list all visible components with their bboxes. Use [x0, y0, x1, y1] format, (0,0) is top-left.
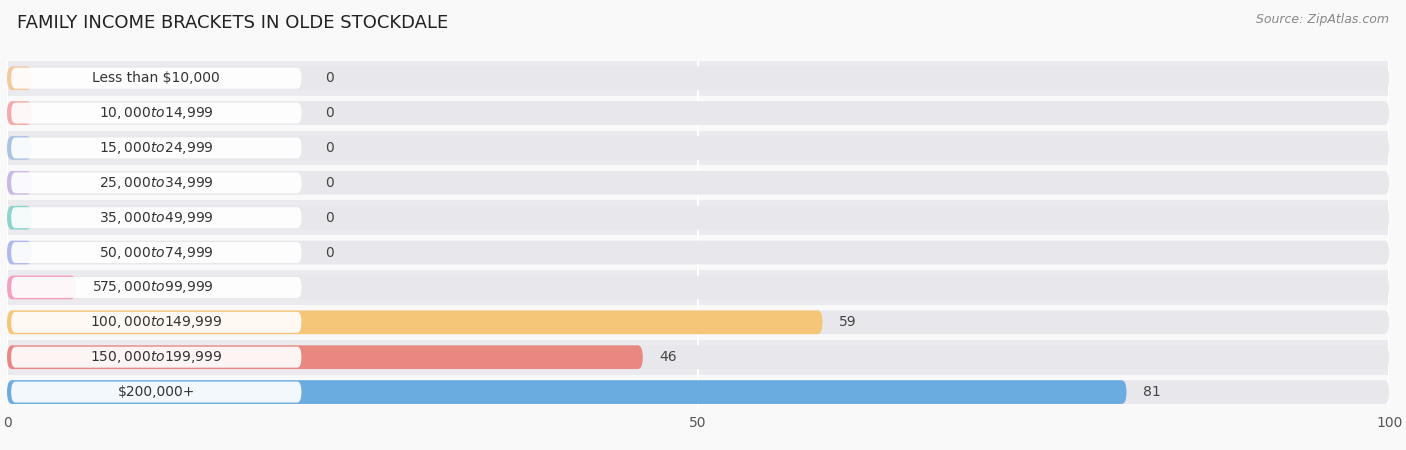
FancyBboxPatch shape — [7, 305, 1389, 340]
Text: 0: 0 — [325, 141, 333, 155]
FancyBboxPatch shape — [7, 171, 1389, 195]
Text: 5: 5 — [93, 280, 101, 294]
FancyBboxPatch shape — [7, 200, 1389, 235]
Text: 0: 0 — [325, 211, 333, 225]
Text: $35,000 to $49,999: $35,000 to $49,999 — [98, 210, 214, 226]
FancyBboxPatch shape — [11, 137, 301, 158]
Text: $15,000 to $24,999: $15,000 to $24,999 — [98, 140, 214, 156]
Text: 0: 0 — [325, 176, 333, 190]
FancyBboxPatch shape — [7, 61, 1389, 96]
FancyBboxPatch shape — [11, 103, 301, 123]
FancyBboxPatch shape — [11, 382, 301, 403]
Text: 46: 46 — [659, 350, 678, 364]
FancyBboxPatch shape — [7, 345, 643, 369]
FancyBboxPatch shape — [7, 345, 1389, 369]
FancyBboxPatch shape — [7, 310, 823, 334]
FancyBboxPatch shape — [7, 374, 1389, 410]
FancyBboxPatch shape — [7, 241, 1389, 265]
FancyBboxPatch shape — [11, 207, 301, 228]
FancyBboxPatch shape — [7, 130, 1389, 166]
FancyBboxPatch shape — [7, 136, 32, 160]
FancyBboxPatch shape — [7, 66, 32, 90]
FancyBboxPatch shape — [7, 310, 1389, 334]
FancyBboxPatch shape — [7, 171, 32, 195]
FancyBboxPatch shape — [7, 380, 1389, 404]
FancyBboxPatch shape — [7, 270, 1389, 305]
FancyBboxPatch shape — [7, 380, 1126, 404]
FancyBboxPatch shape — [11, 68, 301, 89]
Text: $25,000 to $34,999: $25,000 to $34,999 — [98, 175, 214, 191]
Text: 0: 0 — [325, 246, 333, 260]
FancyBboxPatch shape — [7, 275, 1389, 299]
FancyBboxPatch shape — [7, 206, 32, 230]
FancyBboxPatch shape — [7, 136, 1389, 160]
FancyBboxPatch shape — [7, 275, 76, 299]
Text: FAMILY INCOME BRACKETS IN OLDE STOCKDALE: FAMILY INCOME BRACKETS IN OLDE STOCKDALE — [17, 14, 449, 32]
Text: $200,000+: $200,000+ — [118, 385, 195, 399]
Text: $75,000 to $99,999: $75,000 to $99,999 — [98, 279, 214, 296]
Text: $150,000 to $199,999: $150,000 to $199,999 — [90, 349, 222, 365]
FancyBboxPatch shape — [7, 101, 32, 125]
Text: 59: 59 — [839, 315, 856, 329]
FancyBboxPatch shape — [7, 96, 1389, 130]
FancyBboxPatch shape — [11, 347, 301, 368]
FancyBboxPatch shape — [11, 312, 301, 333]
Text: Less than $10,000: Less than $10,000 — [93, 71, 221, 85]
Text: 81: 81 — [1143, 385, 1161, 399]
FancyBboxPatch shape — [11, 277, 301, 298]
FancyBboxPatch shape — [7, 340, 1389, 374]
Text: 0: 0 — [325, 71, 333, 85]
FancyBboxPatch shape — [11, 172, 301, 194]
FancyBboxPatch shape — [7, 206, 1389, 230]
Text: $50,000 to $74,999: $50,000 to $74,999 — [98, 244, 214, 261]
FancyBboxPatch shape — [7, 66, 1389, 90]
Text: 0: 0 — [325, 106, 333, 120]
FancyBboxPatch shape — [7, 166, 1389, 200]
FancyBboxPatch shape — [11, 242, 301, 263]
Text: $10,000 to $14,999: $10,000 to $14,999 — [98, 105, 214, 121]
FancyBboxPatch shape — [7, 101, 1389, 125]
FancyBboxPatch shape — [7, 241, 32, 265]
Text: Source: ZipAtlas.com: Source: ZipAtlas.com — [1256, 14, 1389, 27]
FancyBboxPatch shape — [7, 235, 1389, 270]
Text: $100,000 to $149,999: $100,000 to $149,999 — [90, 314, 222, 330]
